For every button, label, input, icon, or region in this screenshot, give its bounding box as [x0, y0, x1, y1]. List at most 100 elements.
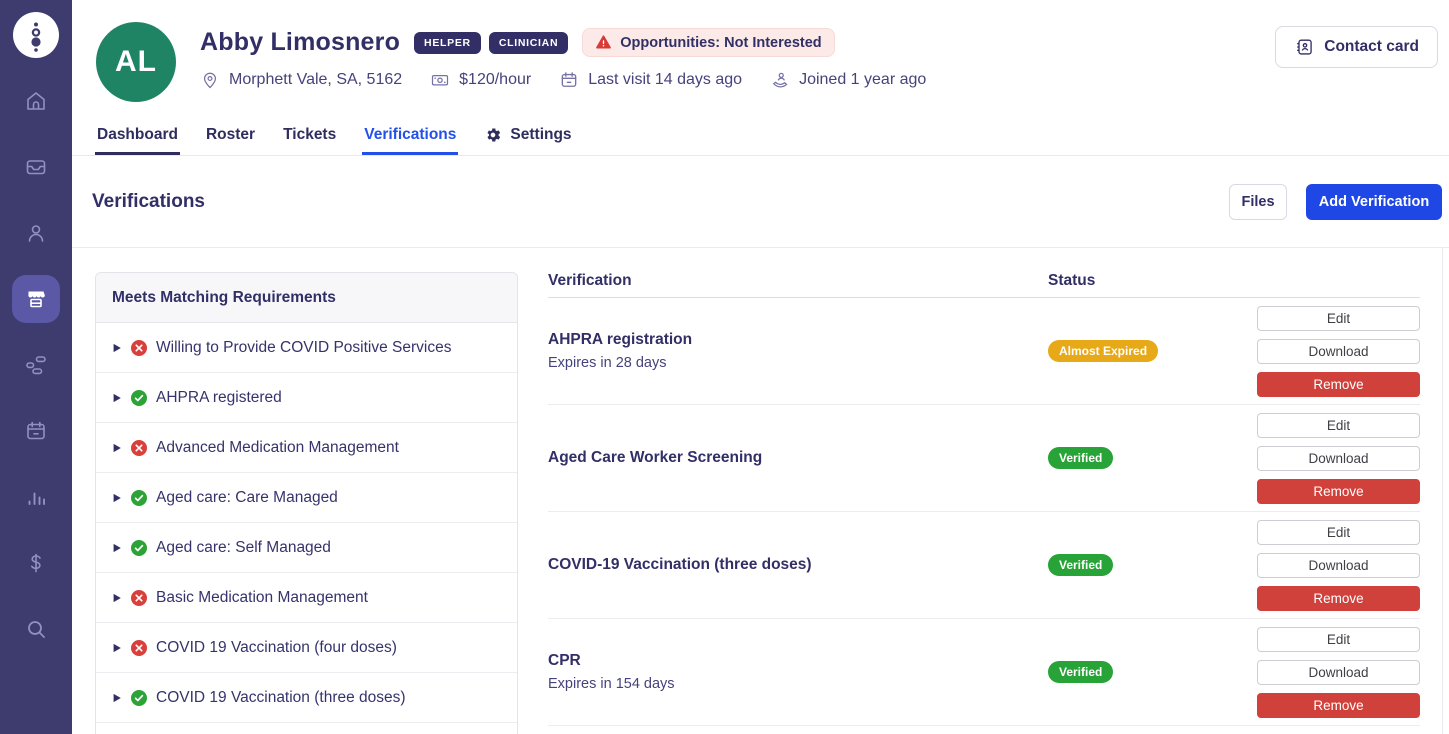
verification-row: Aged Care Worker Screening Verified Edit Do…: [548, 405, 1420, 512]
expand-caret-icon[interactable]: [112, 593, 122, 603]
sidebar: [0, 0, 72, 734]
requirement-row[interactable]: Aged care: Care Managed: [96, 473, 517, 523]
download-button[interactable]: Download: [1257, 552, 1420, 578]
requirement-label: Willing to Provide COVID Positive Servic…: [156, 338, 452, 356]
expand-caret-icon[interactable]: [112, 693, 122, 703]
tab-label: Dashboard: [97, 126, 178, 143]
storefront-icon: [24, 287, 48, 311]
verification-expiry: Expires in 28 days: [548, 355, 667, 371]
opportunities-alert-badge: Opportunities: Not Interested: [582, 28, 835, 57]
verification-row: COVID-19 Vaccination (three doses) Verifi…: [548, 512, 1420, 619]
sidebar-nav: [12, 77, 60, 671]
banknote-icon: [430, 70, 450, 90]
sidebar-item-calendar[interactable]: [12, 407, 60, 455]
requirement-label: Aged care: Self Managed: [156, 538, 331, 556]
download-button[interactable]: Download: [1257, 338, 1420, 364]
expand-caret-icon[interactable]: [112, 643, 122, 653]
verification-actions: Edit Download Remove: [1257, 626, 1420, 718]
sidebar-item-inbox[interactable]: [12, 143, 60, 191]
requirement-row[interactable]: AHPRA registered: [96, 373, 517, 423]
sidebar-item-reports[interactable]: [12, 473, 60, 521]
edit-button[interactable]: Edit: [1257, 412, 1420, 438]
remove-button[interactable]: Remove: [1257, 692, 1420, 718]
remove-button[interactable]: Remove: [1257, 585, 1420, 611]
column-header-verification: Verification: [548, 272, 632, 289]
main-area: AL Abby Limosnero HELPER CLINICIAN Opport…: [72, 0, 1449, 734]
meta-text: Last visit 14 days ago: [588, 71, 743, 88]
edit-button[interactable]: Edit: [1257, 519, 1420, 545]
verification-actions: Edit Download Remove: [1257, 412, 1420, 504]
sidebar-item-workflow[interactable]: [12, 341, 60, 389]
profile-meta-row: Morphett Vale, SA, 5162 $120/hour Last vis…: [200, 70, 926, 90]
verification-row: CPR Expires in 154 days Verified Edit Downlo…: [548, 619, 1420, 726]
add-verification-button[interactable]: Add Verification: [1306, 183, 1442, 220]
download-button[interactable]: Download: [1257, 445, 1420, 471]
requirement-row[interactable]: COVID 19 Vaccination (four doses): [96, 623, 517, 673]
files-button[interactable]: Files: [1229, 183, 1287, 220]
sidebar-item-billing[interactable]: [12, 539, 60, 587]
requirement-row[interactable]: COVID 19 Vaccination (three doses): [96, 673, 517, 723]
warning-icon: [595, 34, 612, 51]
expand-caret-icon[interactable]: [112, 543, 122, 553]
verification-status-cell: Verified: [1048, 447, 1257, 469]
matching-requirements-panel: Meets Matching Requirements Willing to P…: [95, 272, 518, 734]
check-circle-icon: [131, 539, 147, 556]
meta-text: $120/hour: [459, 71, 532, 88]
tab-tickets[interactable]: Tickets: [281, 118, 338, 155]
expand-caret-icon[interactable]: [112, 343, 122, 353]
location-pin-icon: [200, 70, 220, 90]
cross-circle-icon: [131, 339, 147, 356]
profile-tabs: Dashboard Roster Tickets Verifications Setti…: [72, 118, 1449, 156]
verification-row: AHPRA registration Expires in 28 days Almo…: [548, 298, 1420, 405]
requirement-row[interactable]: Advanced Medication Management: [96, 423, 517, 473]
meta-text: Morphett Vale, SA, 5162: [229, 71, 403, 88]
profile-info: Abby Limosnero HELPER CLINICIAN Opportuni…: [200, 22, 926, 118]
person-icon: [24, 221, 48, 245]
verification-actions: Edit Download Remove: [1257, 519, 1420, 611]
page-title: Verifications: [92, 190, 205, 212]
cross-circle-icon: [131, 589, 147, 606]
requirements-list: Willing to Provide COVID Positive Servic…: [96, 323, 517, 723]
expand-caret-icon[interactable]: [112, 393, 122, 403]
tab-dashboard[interactable]: Dashboard: [95, 118, 180, 155]
tab-settings[interactable]: Settings: [482, 118, 573, 155]
requirement-row[interactable]: Aged care: Self Managed: [96, 523, 517, 573]
verification-status-cell: Almost Expired: [1048, 340, 1257, 362]
sidebar-item-marketplace[interactable]: [12, 275, 60, 323]
joined-icon: [770, 70, 790, 90]
requirement-label: Aged care: Care Managed: [156, 488, 338, 506]
tab-roster[interactable]: Roster: [204, 118, 257, 155]
profile-name: Abby Limosnero: [200, 28, 401, 56]
page-divider: [72, 247, 1449, 248]
check-circle-icon: [131, 689, 147, 706]
tab-verifications[interactable]: Verifications: [362, 118, 459, 155]
verification-name-cell: CPR Expires in 154 days: [548, 652, 1048, 692]
expand-caret-icon[interactable]: [112, 493, 122, 503]
requirement-label: AHPRA registered: [156, 388, 282, 406]
sidebar-item-search[interactable]: [12, 605, 60, 653]
search-icon: [24, 617, 48, 641]
verifications-table: Verification Status AHPRA registration Ex…: [548, 272, 1420, 734]
verification-name-cell: Aged Care Worker Screening: [548, 449, 1048, 467]
cross-circle-icon: [131, 439, 147, 456]
verification-name: Aged Care Worker Screening: [548, 449, 763, 466]
download-button[interactable]: Download: [1257, 659, 1420, 685]
tab-label: Verifications: [364, 126, 457, 143]
expand-caret-icon[interactable]: [112, 443, 122, 453]
profile-meta-item: Last visit 14 days ago: [559, 70, 742, 90]
requirement-row[interactable]: Basic Medication Management: [96, 573, 517, 623]
edit-button[interactable]: Edit: [1257, 305, 1420, 331]
requirement-row[interactable]: Willing to Provide COVID Positive Servic…: [96, 323, 517, 373]
contact-card-icon: [1294, 37, 1314, 57]
role-badges: HELPER CLINICIAN: [414, 31, 569, 54]
contact-card-button[interactable]: Contact card: [1275, 26, 1438, 68]
remove-button[interactable]: Remove: [1257, 371, 1420, 397]
edit-button[interactable]: Edit: [1257, 626, 1420, 652]
remove-button[interactable]: Remove: [1257, 478, 1420, 504]
app-logo-icon[interactable]: [13, 12, 59, 58]
check-circle-icon: [131, 489, 147, 506]
sidebar-item-home[interactable]: [12, 77, 60, 125]
profile-meta-item: $120/hour: [430, 70, 531, 90]
sidebar-item-people[interactable]: [12, 209, 60, 257]
calendar-icon: [559, 70, 579, 90]
